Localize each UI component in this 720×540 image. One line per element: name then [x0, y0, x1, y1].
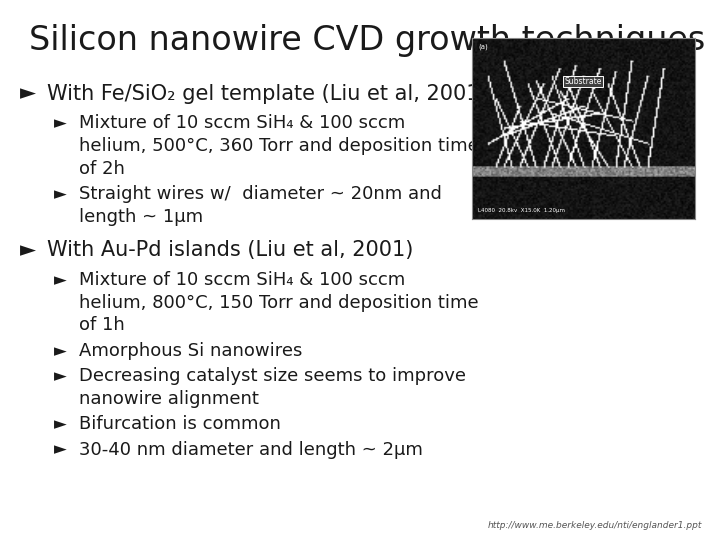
Text: helium, 800°C, 150 Torr and deposition time: helium, 800°C, 150 Torr and deposition t… [79, 294, 479, 312]
Text: nanowire alignment: nanowire alignment [79, 390, 259, 408]
Text: Bifurcation is common: Bifurcation is common [79, 415, 281, 433]
Text: With Fe/SiO₂ gel template (Liu et al, 2001): With Fe/SiO₂ gel template (Liu et al, 20… [47, 84, 487, 104]
Text: of 1h: of 1h [79, 316, 125, 334]
Text: ►: ► [54, 342, 67, 360]
Text: ►: ► [54, 367, 67, 385]
Text: ►: ► [54, 114, 67, 132]
Text: Substrate: Substrate [564, 77, 602, 86]
Text: Decreasing catalyst size seems to improve: Decreasing catalyst size seems to improv… [79, 367, 467, 385]
Text: ►: ► [20, 240, 36, 260]
Text: Silicon nanowire CVD growth techniques: Silicon nanowire CVD growth techniques [29, 24, 705, 57]
Text: Amorphous Si nanowires: Amorphous Si nanowires [79, 342, 302, 360]
Text: Mixture of 10 sccm SiH₄ & 100 sccm: Mixture of 10 sccm SiH₄ & 100 sccm [79, 114, 405, 132]
Text: L4080  20.8kv  X15.0K  1.20μm: L4080 20.8kv X15.0K 1.20μm [478, 208, 565, 213]
Text: Straight wires w/  diameter ~ 20nm and: Straight wires w/ diameter ~ 20nm and [79, 185, 442, 203]
Text: ►: ► [54, 271, 67, 289]
Text: ►: ► [20, 84, 36, 104]
Text: 30-40 nm diameter and length ~ 2μm: 30-40 nm diameter and length ~ 2μm [79, 441, 423, 458]
Text: ►: ► [54, 441, 67, 458]
Text: helium, 500°C, 360 Torr and deposition time: helium, 500°C, 360 Torr and deposition t… [79, 137, 479, 155]
Text: of 2h: of 2h [79, 160, 125, 178]
Text: ►: ► [54, 185, 67, 203]
Text: Mixture of 10 sccm SiH₄ & 100 sccm: Mixture of 10 sccm SiH₄ & 100 sccm [79, 271, 405, 289]
Text: (a): (a) [478, 43, 488, 50]
Text: http://www.me.berkeley.edu/nti/englander1.ppt: http://www.me.berkeley.edu/nti/englander… [487, 521, 702, 530]
Text: length ~ 1μm: length ~ 1μm [79, 208, 203, 226]
Text: ►: ► [54, 415, 67, 433]
Text: With Au-Pd islands (Liu et al, 2001): With Au-Pd islands (Liu et al, 2001) [47, 240, 413, 260]
